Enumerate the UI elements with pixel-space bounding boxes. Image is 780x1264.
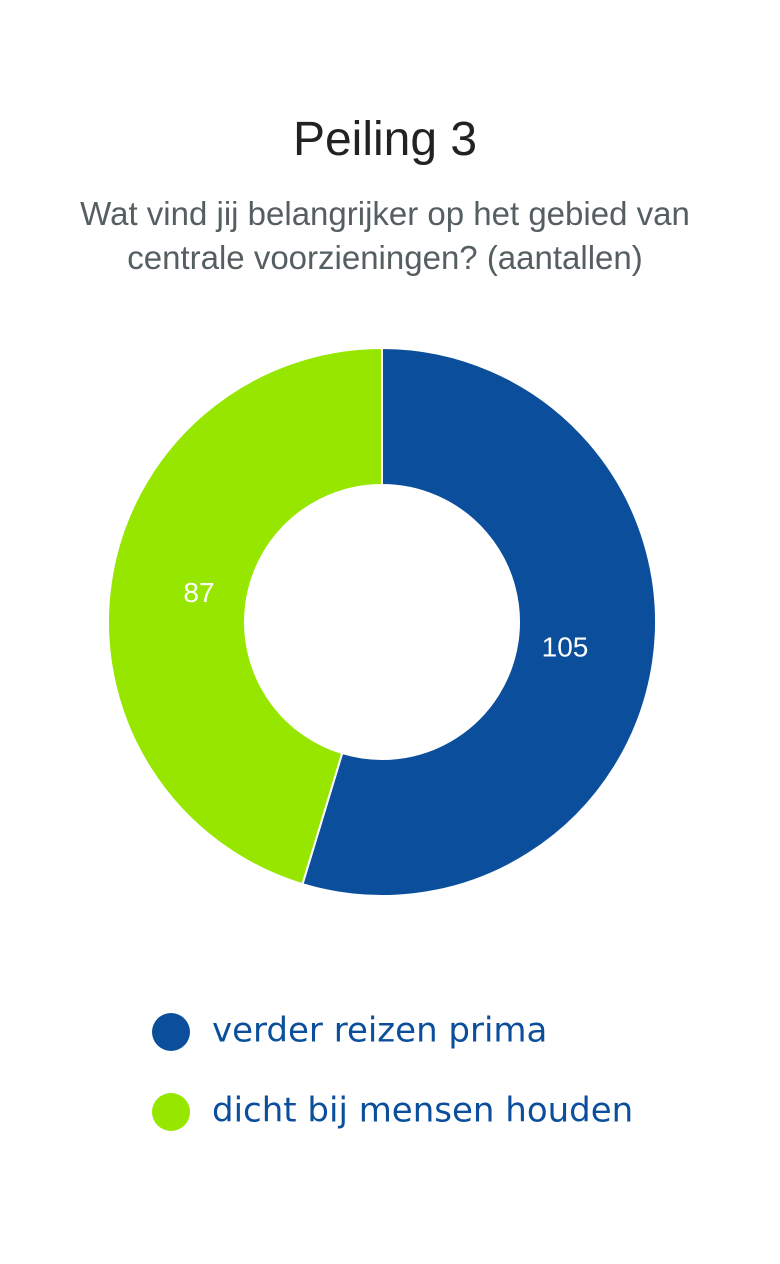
legend-label: verder reizen prima bbox=[212, 1011, 547, 1051]
donut-slice bbox=[107, 346, 383, 886]
value-label: 87 bbox=[183, 577, 214, 608]
value-label: 105 bbox=[542, 632, 589, 663]
legend-marker bbox=[152, 1093, 190, 1131]
chart-subtitle: Wat vind jij belangrijker op het gebied … bbox=[80, 195, 690, 276]
legend-marker bbox=[152, 1013, 190, 1051]
chart-title: Peiling 3 bbox=[292, 113, 478, 166]
legend-label: dicht bij mensen houden bbox=[212, 1091, 633, 1131]
donut-slice bbox=[301, 346, 657, 897]
